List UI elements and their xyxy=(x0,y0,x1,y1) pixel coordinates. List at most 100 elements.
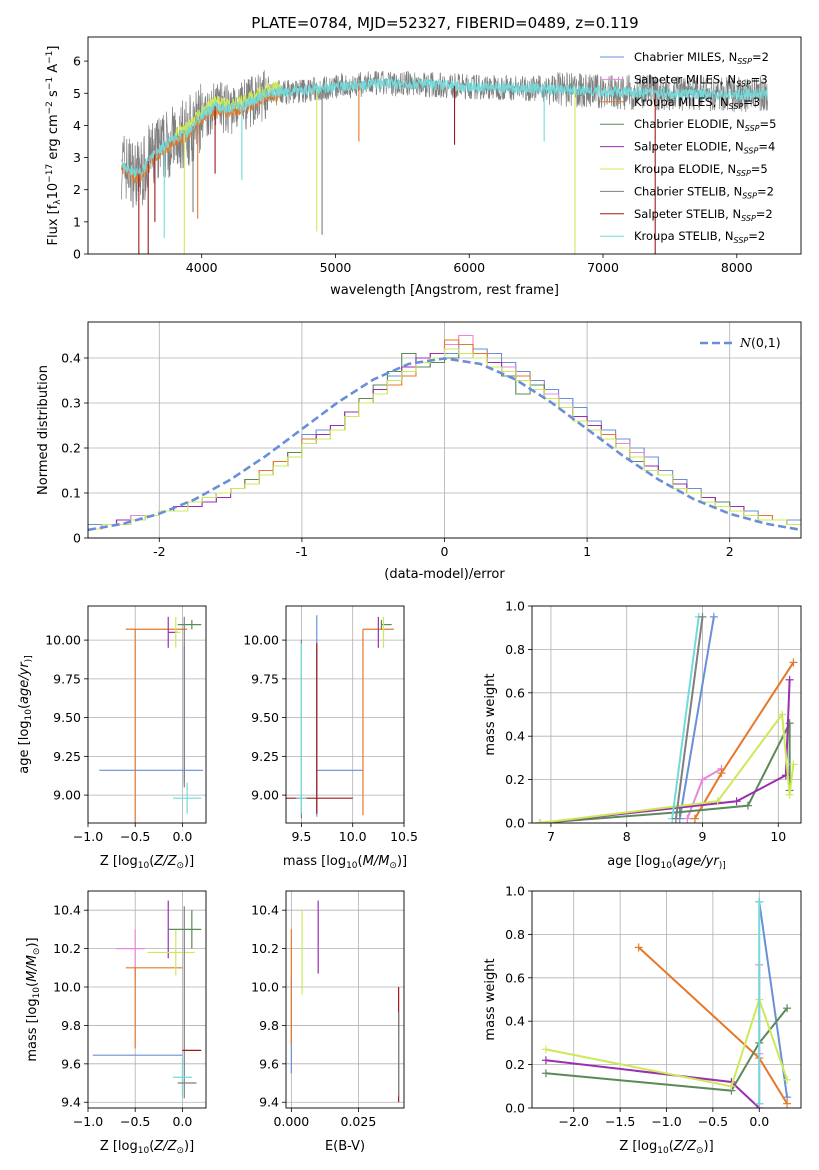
panel-mass_vs_Z: −1.0 −0.5 0.0 9.4 9.6 9.8 10.0 10.2 10.4 Z [log10… xyxy=(25,890,207,1156)
panel-mass_weight_vs_age: 7 8 9 10 0.0 0.2 0.4 0.6 0.8 1.0 age [log10(age/yr… xyxy=(483,599,802,871)
plot-area xyxy=(535,612,798,823)
y-tick-label: 0.4 xyxy=(505,729,525,744)
plots-layer: 4000 5000 6000 7000 8000 0 1 2 3 4 5 6 Chabrier MILE… xyxy=(17,36,802,1156)
x-tick-label: −0.5 xyxy=(698,1114,728,1129)
y-tick-label: 0.8 xyxy=(505,927,525,942)
x-tick-label: 10.5 xyxy=(390,829,418,844)
y-tick-label: 9.00 xyxy=(251,788,279,803)
y-tick-label: 9.6 xyxy=(259,1056,279,1071)
x-tick-label: 2 xyxy=(726,544,734,559)
panel-age_vs_mass: 9.5 10.0 10.5 9.00 9.25 9.50 9.75 10.00 mass [lo… xyxy=(243,605,418,871)
normal-curve xyxy=(88,357,801,532)
x-axis-label: age [log10(age/yr)] xyxy=(607,854,725,871)
axes-frame xyxy=(87,890,207,1109)
y-tick-label: 10.00 xyxy=(45,633,81,648)
y-axis-label: mass [log10(M/M⊙)] xyxy=(25,937,42,1061)
y-tick-label: 0 xyxy=(73,247,81,262)
plot-area xyxy=(286,615,394,819)
legend-label: Chabrier MILES, NSSP=2 xyxy=(634,50,769,66)
figure-title: PLATE=0784, MJD=52327, FIBERID=0489, z=0… xyxy=(251,14,638,32)
legend-label: Chabrier STELIB, NSSP=2 xyxy=(634,184,774,200)
spectrum-model-line xyxy=(121,77,768,179)
y-tick-label: 9.8 xyxy=(61,1018,81,1033)
x-tick-label: 10.0 xyxy=(339,829,367,844)
y-tick-label: 2 xyxy=(73,182,81,197)
x-tick-label: 5000 xyxy=(320,260,352,275)
x-axis-label: Z [log10(Z/Z⊙)] xyxy=(619,1139,713,1156)
x-tick-label: 0.0 xyxy=(749,1114,769,1129)
axes-frame xyxy=(87,36,802,255)
x-axis-label: wavelength [Angstrom, rest frame] xyxy=(330,283,559,298)
x-tick-label: 6000 xyxy=(453,260,485,275)
y-axis-label: Normed distribution xyxy=(36,365,51,495)
series-chabrier_miles xyxy=(678,616,715,819)
y-tick-label: 0.8 xyxy=(505,642,525,657)
x-tick-label: 0.025 xyxy=(341,1114,377,1129)
x-tick-label: 9 xyxy=(699,829,707,844)
plot-area xyxy=(541,897,792,1108)
x-tick-label: -2 xyxy=(153,544,165,559)
axes-frame xyxy=(87,321,802,539)
y-tick-label: 0.4 xyxy=(61,351,81,366)
y-tick-label: 0.0 xyxy=(505,816,525,831)
panel-age_vs_Z: −1.0 −0.5 0.0 9.00 9.25 9.50 9.75 10.00 Z [log10… xyxy=(17,605,207,871)
series-kroupa_elodie xyxy=(539,711,795,823)
x-tick-label: 0 xyxy=(441,544,449,559)
plot-area xyxy=(88,334,801,532)
y-tick-label: 9.50 xyxy=(251,710,279,725)
y-axis-label: age [log10(age/yr)] xyxy=(17,655,34,773)
y-tick-label: 10.2 xyxy=(53,941,81,956)
y-tick-label: 10.4 xyxy=(53,903,81,918)
y-tick-label: 0.3 xyxy=(61,396,81,411)
x-tick-label: −1.0 xyxy=(73,829,103,844)
y-tick-label: 0.2 xyxy=(61,441,81,456)
x-tick-label: −0.5 xyxy=(120,1114,150,1129)
y-tick-label: 9.4 xyxy=(61,1095,81,1110)
x-tick-label: 10 xyxy=(770,829,786,844)
x-tick-label: 1 xyxy=(583,544,591,559)
y-axis-label: mass weight xyxy=(483,958,498,1040)
plot-area xyxy=(99,616,204,823)
y-tick-label: 10.0 xyxy=(251,980,279,995)
y-tick-label: 10.4 xyxy=(251,903,279,918)
series-kroupa_stelib xyxy=(671,616,700,819)
legend-label: Salpeter ELODIE, NSSP=4 xyxy=(634,140,775,156)
x-axis-label: E(B-V) xyxy=(325,1139,365,1154)
y-tick-label: 0.2 xyxy=(505,772,525,787)
x-tick-label: 0.0 xyxy=(172,1114,192,1129)
legend-label: Kroupa MILES, NSSP=3 xyxy=(634,95,760,111)
y-tick-label: 3 xyxy=(73,150,81,165)
series-chabrier_elodie xyxy=(545,1007,788,1092)
residual-legend: N(0,1) xyxy=(700,335,781,350)
x-tick-label: −1.0 xyxy=(73,1114,103,1129)
axes-frame xyxy=(285,605,405,824)
y-tick-label: 0.2 xyxy=(505,1057,525,1072)
x-tick-label: −1.0 xyxy=(651,1114,681,1129)
panel-mass_vs_ebv: 0.000 0.025 9.4 9.6 9.8 10.0 10.2 10.4 E(B-V) xyxy=(251,890,405,1154)
x-axis-label: (data-model)/error xyxy=(384,567,505,582)
y-tick-label: 4 xyxy=(73,118,81,133)
y-tick-label: 9.8 xyxy=(259,1018,279,1033)
y-tick-label: 1 xyxy=(73,214,81,229)
x-tick-label: 0.000 xyxy=(273,1114,309,1129)
x-tick-label: 8 xyxy=(623,829,631,844)
x-tick-label: −1.5 xyxy=(605,1114,635,1129)
y-tick-label: 0.6 xyxy=(505,970,525,985)
x-axis-label: Z [log10(Z/Z⊙)] xyxy=(100,1139,194,1156)
y-tick-label: 9.25 xyxy=(251,749,279,764)
x-tick-label: −0.5 xyxy=(120,829,150,844)
y-tick-label: 1.0 xyxy=(505,884,525,899)
legend-label: Salpeter MILES, NSSP=3 xyxy=(634,72,768,88)
axes-frame xyxy=(531,605,802,824)
series-kroupa_elodie xyxy=(545,996,789,1088)
y-tick-label: 9.75 xyxy=(251,671,279,686)
x-axis-label: Z [log10(Z/Z⊙)] xyxy=(100,854,194,871)
legend-label: Salpeter STELIB, NSSP=2 xyxy=(634,207,773,223)
plot-area xyxy=(92,900,202,1099)
y-tick-label: 9.6 xyxy=(61,1056,81,1071)
plot-area xyxy=(290,900,400,1103)
axes-frame xyxy=(87,605,207,824)
spectrum-model-kroupa-elodie xyxy=(175,81,283,137)
y-tick-label: 5 xyxy=(73,86,81,101)
legend-label: Kroupa ELODIE, NSSP=5 xyxy=(634,162,768,178)
